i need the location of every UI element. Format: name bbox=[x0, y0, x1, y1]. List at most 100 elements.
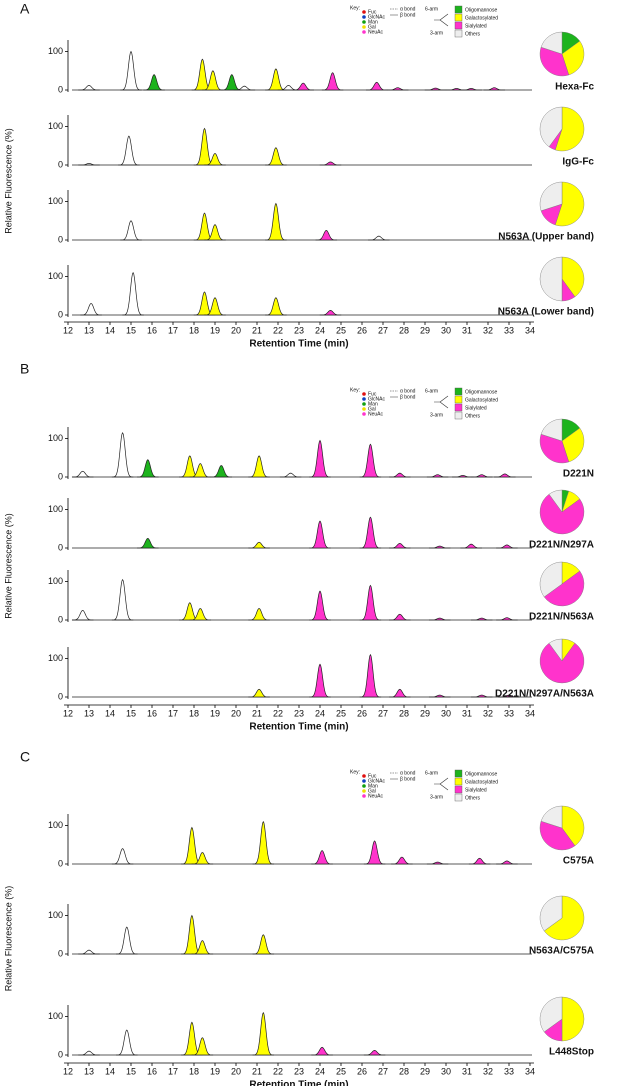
x-tick-label: 26 bbox=[357, 325, 367, 335]
peak bbox=[120, 50, 142, 91]
x-tick-label: 34 bbox=[525, 1066, 535, 1076]
legend-swatch bbox=[454, 21, 463, 30]
x-axis-label: Retention Time (min) bbox=[249, 339, 348, 350]
x-tick-label: 29 bbox=[420, 708, 430, 718]
pie-slice bbox=[561, 427, 585, 463]
x-tick-label: 15 bbox=[126, 325, 136, 335]
pie-slice bbox=[539, 181, 563, 212]
peak bbox=[460, 88, 482, 91]
arm-sketch bbox=[434, 395, 449, 409]
pie-slice bbox=[548, 638, 563, 662]
x-tick-label: 13 bbox=[84, 708, 94, 718]
legend-label: Sialylated bbox=[465, 23, 487, 29]
key-symbol bbox=[362, 774, 366, 778]
y-tick-label: 100 bbox=[48, 576, 63, 586]
x-tick-label: 15 bbox=[126, 1066, 136, 1076]
x-tick-label: 28 bbox=[399, 1066, 409, 1076]
peak bbox=[191, 852, 214, 865]
x-tick-label: 30 bbox=[441, 708, 451, 718]
key-bond: α bond bbox=[400, 388, 416, 394]
x-tick-label: 30 bbox=[441, 1066, 451, 1076]
y-tick-label: 100 bbox=[48, 196, 63, 206]
peak bbox=[359, 443, 382, 478]
pie-slice bbox=[539, 256, 563, 302]
x-tick-label: 19 bbox=[210, 325, 220, 335]
peak bbox=[191, 940, 214, 955]
peak bbox=[389, 688, 411, 698]
x-tick-label: 31 bbox=[462, 325, 472, 335]
peak bbox=[309, 590, 331, 621]
peak bbox=[363, 840, 386, 865]
x-tick-label: 32 bbox=[483, 325, 493, 335]
legend-label: Oligomannose bbox=[465, 771, 497, 777]
legend-swatch bbox=[454, 777, 463, 786]
peak bbox=[252, 1011, 275, 1056]
peak bbox=[309, 663, 331, 698]
peak bbox=[80, 303, 102, 316]
legend-swatch bbox=[454, 5, 463, 14]
pie-slice bbox=[543, 895, 585, 941]
pie-slice bbox=[540, 31, 563, 55]
key-title: Key: bbox=[350, 769, 360, 775]
x-tick-label: 34 bbox=[525, 325, 535, 335]
legend-swatch bbox=[454, 403, 463, 412]
pie-slice bbox=[539, 46, 570, 77]
peak bbox=[78, 949, 100, 955]
trace-name: D221N/N297A bbox=[529, 540, 594, 551]
key-label: GlcNAc bbox=[368, 396, 385, 402]
x-tick-label: 20 bbox=[231, 708, 241, 718]
x-tick-label: 12 bbox=[63, 325, 73, 335]
x-tick-label: 17 bbox=[168, 325, 178, 335]
key-bond: β bond bbox=[400, 12, 416, 18]
key-bond: β bond bbox=[400, 776, 416, 782]
peak bbox=[122, 271, 144, 316]
peak bbox=[78, 163, 100, 166]
x-tick-label: 28 bbox=[399, 325, 409, 335]
peak bbox=[496, 617, 518, 621]
legend-label: Others bbox=[465, 31, 481, 37]
pie-slice bbox=[539, 996, 563, 1033]
x-tick-label: 16 bbox=[147, 325, 157, 335]
legend-label: Galactosylated bbox=[465, 15, 498, 21]
peak bbox=[204, 153, 226, 166]
trace-name: Hexa-Fc bbox=[555, 82, 594, 93]
peak bbox=[391, 856, 413, 865]
x-tick-label: 24 bbox=[315, 708, 325, 718]
pie-slice bbox=[539, 561, 563, 598]
peak bbox=[389, 613, 411, 621]
x-tick-label: 19 bbox=[210, 1066, 220, 1076]
x-tick-label: 21 bbox=[252, 708, 262, 718]
y-tick-label: 100 bbox=[48, 271, 63, 281]
legend-label: Others bbox=[465, 413, 481, 419]
y-tick-label: 0 bbox=[58, 542, 63, 552]
x-tick-label: 25 bbox=[336, 1066, 346, 1076]
x-tick-label: 22 bbox=[273, 708, 283, 718]
y-tick-label: 0 bbox=[58, 1049, 63, 1059]
key-bond: α bond bbox=[400, 6, 416, 12]
peak bbox=[311, 850, 333, 865]
peak bbox=[78, 1050, 100, 1056]
y-axis-label: Relative Fluorescence (%) bbox=[3, 513, 13, 619]
peak bbox=[248, 541, 270, 549]
key-label: Man bbox=[368, 401, 378, 407]
legend-swatch bbox=[454, 395, 463, 404]
legend-swatch bbox=[454, 793, 463, 802]
y-tick-label: 100 bbox=[48, 1011, 63, 1021]
x-axis-label: Retention Time (min) bbox=[249, 1080, 348, 1086]
peak bbox=[116, 1029, 138, 1056]
x-tick-label: 24 bbox=[315, 1066, 325, 1076]
key-symbol bbox=[362, 25, 366, 29]
peak bbox=[428, 617, 451, 621]
key-label: Man bbox=[368, 783, 378, 789]
y-tick-label: 100 bbox=[48, 121, 63, 131]
legend-swatch bbox=[454, 411, 463, 420]
x-tick-label: 16 bbox=[147, 1066, 157, 1076]
key-bond: α bond bbox=[400, 770, 416, 776]
legend-label: Oligomannose bbox=[465, 389, 497, 395]
peak bbox=[118, 135, 140, 166]
peak bbox=[496, 544, 518, 549]
peak bbox=[210, 465, 233, 478]
peak bbox=[265, 147, 287, 166]
peak bbox=[494, 473, 516, 478]
x-tick-label: 29 bbox=[420, 325, 430, 335]
